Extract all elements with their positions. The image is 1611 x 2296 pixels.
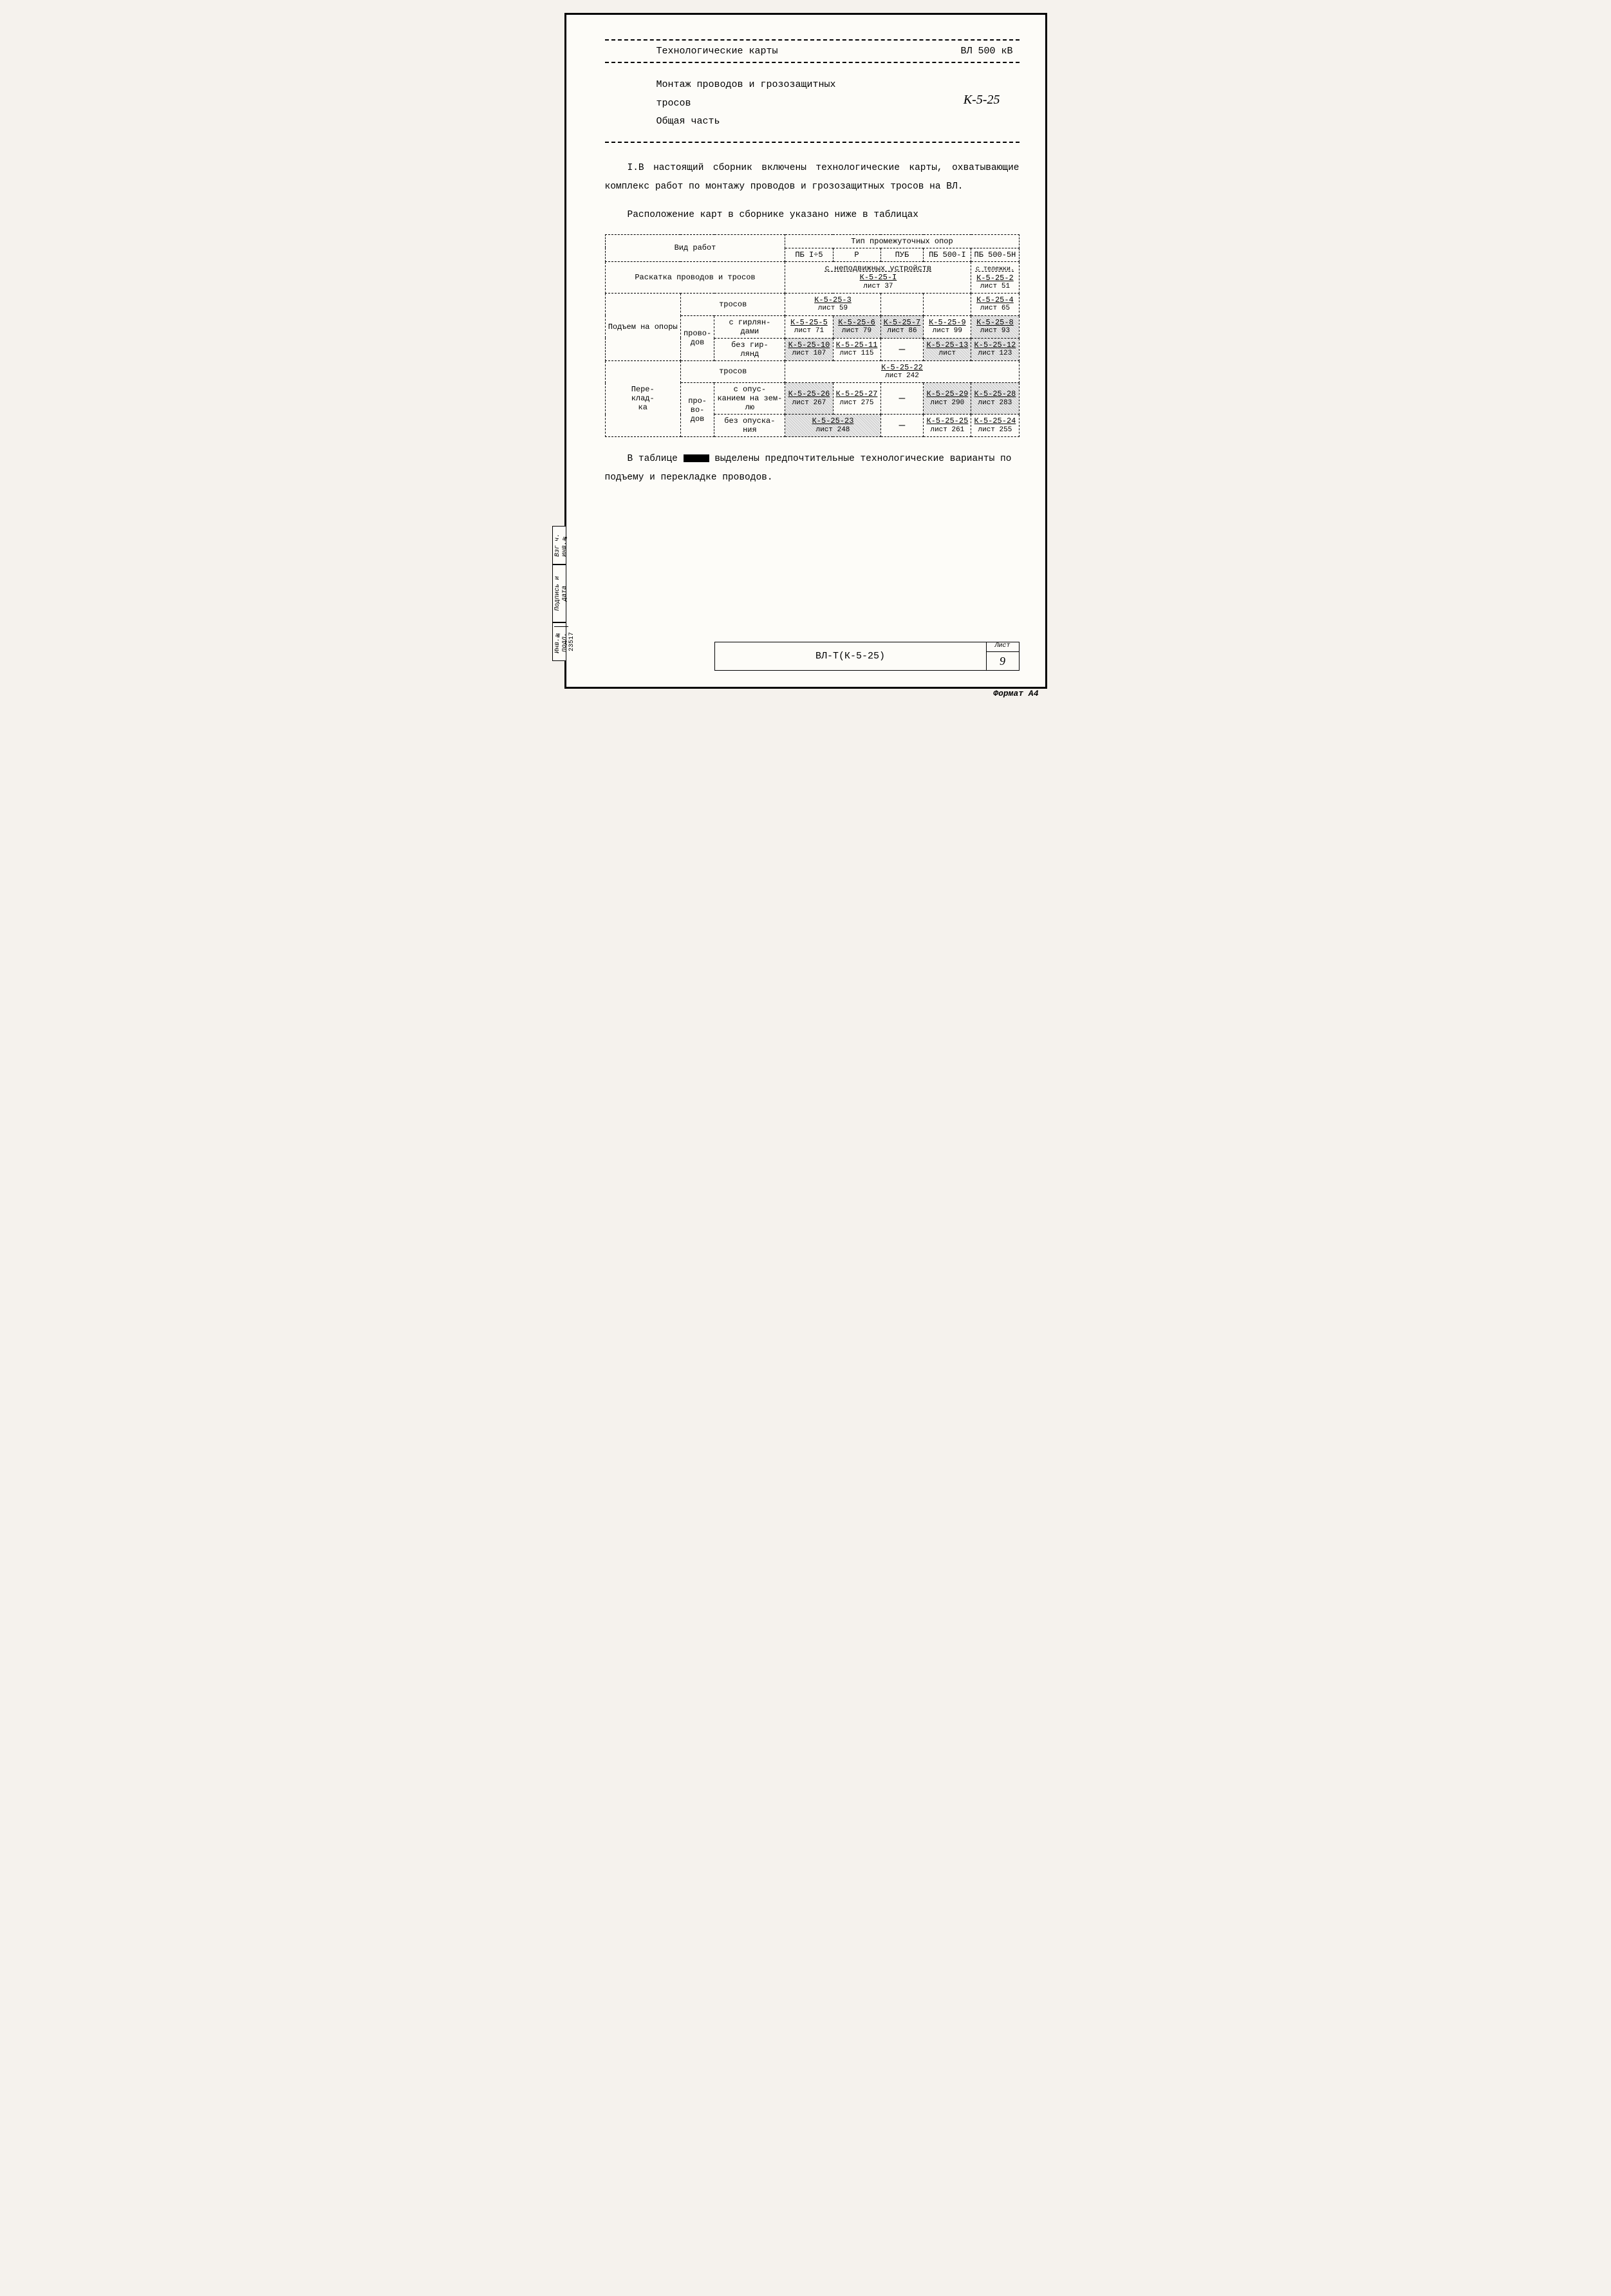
header-sub2: тросов bbox=[657, 95, 1013, 113]
format-label: Формат А4 bbox=[993, 689, 1038, 698]
cell: К-5-25-25лист 261 bbox=[924, 415, 971, 437]
cell: с тележки. К-5-25-2 лист 51 bbox=[971, 261, 1019, 294]
cell: К-5-25-28лист 283 bbox=[971, 383, 1019, 415]
cell-note: с тележки. bbox=[976, 266, 1014, 273]
cell: К-5-25-5лист 71 bbox=[785, 315, 833, 338]
cell: К-5-25-23лист 248 bbox=[785, 415, 880, 437]
row-sub3: без гир- лянд bbox=[714, 338, 785, 360]
note-text: В таблице выделены предпочтительные техн… bbox=[605, 450, 1020, 487]
tab-1-label: Инв.№ подл. bbox=[554, 626, 568, 657]
card-code: К-5-25-3 bbox=[788, 295, 877, 304]
cell: К-5-25-10лист 107 bbox=[785, 338, 833, 360]
col-2: Р bbox=[833, 248, 880, 261]
row-sub2: про- во- дов bbox=[680, 383, 714, 437]
footer-block: ВЛ-Т(К-5-25) Лист 9 bbox=[714, 642, 1020, 671]
cell: К-5-25-6лист 79 bbox=[833, 315, 880, 338]
col-4: ПБ 500-I bbox=[924, 248, 971, 261]
header-sub3: Общая часть bbox=[657, 113, 1013, 131]
header-title-right: ВЛ 500 кВ bbox=[960, 46, 1012, 57]
cell: К-5-25-12лист 123 bbox=[971, 338, 1019, 360]
tab-1: Инв.№ подл. 23517 bbox=[552, 622, 566, 661]
cell-empty bbox=[880, 294, 924, 316]
header-sub1: Монтаж проводов и грозозащитных bbox=[657, 76, 1013, 95]
cell-note: с неподвижных устройств bbox=[825, 264, 932, 273]
binding-tabs: Взг ч. инв.№ Подпись и дата Инв.№ подл. … bbox=[552, 526, 566, 661]
footer-doc-id: ВЛ-Т(К-5-25) bbox=[715, 642, 987, 670]
body-para-2: Расположение карт в сборнике указано ниж… bbox=[605, 206, 1020, 225]
cell-dash: — bbox=[880, 383, 924, 415]
shade-sample-icon bbox=[684, 454, 709, 462]
row-raskatka: Раскатка проводов и тросов с неподвижных… bbox=[605, 261, 1019, 294]
note-prefix: В таблице bbox=[628, 454, 678, 464]
col-3: ПУБ bbox=[880, 248, 924, 261]
row-sub3: с опус- канием на зем- лю bbox=[714, 383, 785, 415]
table-header-row: Вид работ Тип промежуточных опор bbox=[605, 234, 1019, 248]
cell: К-5-25-29лист 290 bbox=[924, 383, 971, 415]
card-code: К-5-25-I bbox=[788, 273, 968, 282]
divider bbox=[605, 62, 1020, 63]
row-sub3: без опуска- ния bbox=[714, 415, 785, 437]
sheet-ref: лист 59 bbox=[788, 304, 877, 313]
tab-3: Взг ч. инв.№ bbox=[552, 526, 566, 565]
cell-dash: — bbox=[880, 338, 924, 360]
header-title-left: Технологические карты bbox=[657, 46, 778, 57]
row-podyem-trosov: Подъем на опоры тросов К-5-25-3 лист 59 … bbox=[605, 294, 1019, 316]
row-sub2: прово- дов bbox=[680, 315, 714, 360]
sheet-ref: лист 65 bbox=[974, 304, 1016, 313]
doc-code: К-5-25 bbox=[964, 88, 1000, 112]
col-header-work: Вид работ bbox=[605, 234, 785, 261]
footer-sheet-num: 9 bbox=[987, 652, 1019, 670]
cell: К-5-25-8лист 93 bbox=[971, 315, 1019, 338]
col-1: ПБ I÷5 bbox=[785, 248, 833, 261]
sheet-ref: лист 51 bbox=[974, 283, 1016, 291]
cell: К-5-25-11лист 115 bbox=[833, 338, 880, 360]
col-5: ПБ 500-5Н bbox=[971, 248, 1019, 261]
divider bbox=[605, 142, 1020, 143]
row-group-label: Пере- клад- ка bbox=[605, 360, 680, 437]
sheet-ref: лист 37 bbox=[788, 283, 968, 291]
cell: К-5-25-24лист 255 bbox=[971, 415, 1019, 437]
cell: с неподвижных устройств К-5-25-I лист 37 bbox=[785, 261, 971, 294]
card-code: К-5-25-2 bbox=[974, 274, 1016, 283]
cell: К-5-25-7лист 86 bbox=[880, 315, 924, 338]
cell-empty bbox=[924, 294, 971, 316]
tab-2: Подпись и дата bbox=[552, 565, 566, 622]
cell-dash: — bbox=[880, 415, 924, 437]
main-table: Вид работ Тип промежуточных опор ПБ I÷5 … bbox=[605, 234, 1020, 438]
cell: К-5-25-13лист bbox=[924, 338, 971, 360]
row-label: Раскатка проводов и тросов bbox=[605, 261, 785, 294]
tab-1-num: 23517 bbox=[568, 626, 575, 657]
cell: К-5-25-22 лист 242 bbox=[785, 360, 1019, 383]
row-sub-label: тросов bbox=[680, 360, 785, 383]
body-para-1: I.В настоящий сборник включены технологи… bbox=[605, 159, 1020, 196]
cell: К-5-25-4 лист 65 bbox=[971, 294, 1019, 316]
row-sub-label: тросов bbox=[680, 294, 785, 316]
footer-sheet-label: Лист bbox=[987, 642, 1019, 652]
cell: К-5-25-27лист 275 bbox=[833, 383, 880, 415]
row-pereklad-trosov: Пере- клад- ка тросов К-5-25-22 лист 242 bbox=[605, 360, 1019, 383]
row-sub3: с гирлян- дами bbox=[714, 315, 785, 338]
cell: К-5-25-3 лист 59 bbox=[785, 294, 880, 316]
col-header-group: Тип промежуточных опор bbox=[785, 234, 1019, 248]
page-frame: Взг ч. инв.№ Подпись и дата Инв.№ подл. … bbox=[564, 13, 1047, 689]
row-group-label: Подъем на опоры bbox=[605, 294, 680, 361]
cell: К-5-25-9лист 99 bbox=[924, 315, 971, 338]
header-block: Технологические карты ВЛ 500 кВ Монтаж п… bbox=[605, 39, 1020, 143]
card-code: К-5-25-4 bbox=[974, 295, 1016, 304]
cell: К-5-25-26лист 267 bbox=[785, 383, 833, 415]
divider bbox=[605, 39, 1020, 41]
